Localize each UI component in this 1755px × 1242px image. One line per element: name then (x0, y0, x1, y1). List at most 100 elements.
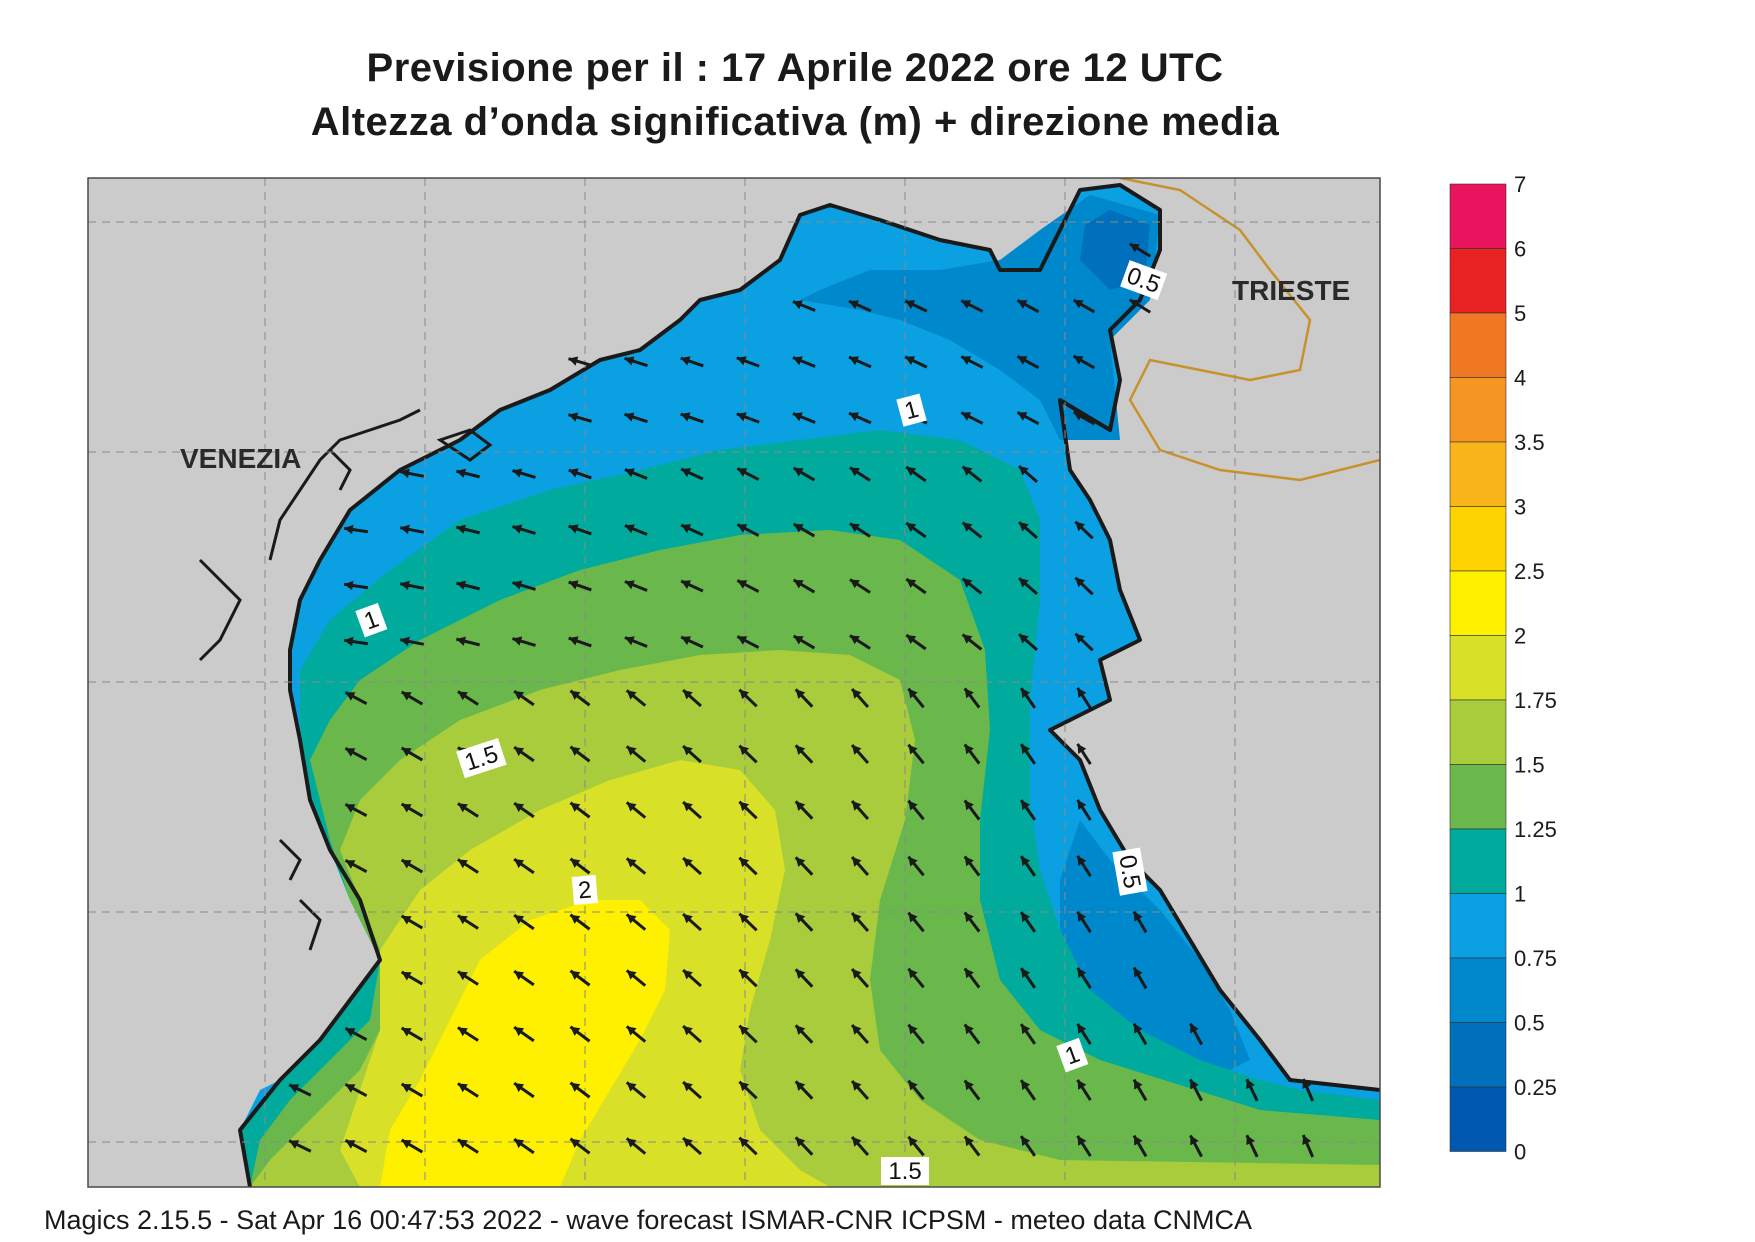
arrow-head (512, 524, 523, 534)
arrow-head (793, 579, 804, 589)
arrow-head (345, 1140, 356, 1149)
arrow-head (849, 300, 859, 310)
legend-tick-label: 5 (1514, 301, 1526, 326)
arrow-head (852, 969, 862, 979)
arrow-head (961, 412, 972, 421)
arrow-head (1021, 800, 1031, 811)
arrow-head (626, 858, 637, 868)
arrow-head (624, 412, 635, 422)
arrow-head (683, 1026, 693, 1036)
arrow-head (681, 636, 692, 645)
arrow-head (964, 1080, 974, 1091)
legend-tick-label: 1.25 (1514, 817, 1557, 842)
arrow-head (852, 1025, 862, 1035)
legend-tick-label: 4 (1514, 366, 1526, 391)
arrow-head (626, 1138, 637, 1148)
arrow-head (401, 915, 412, 925)
arrow-head (345, 804, 356, 813)
arrow-head (345, 692, 356, 701)
arrow-head (737, 636, 748, 645)
legend-swatch (1449, 312, 1507, 378)
arrow-head (401, 747, 412, 757)
coastline (238, 183, 1380, 1187)
legend-tick-label: 7 (1514, 172, 1526, 197)
arrow-head (1073, 356, 1084, 365)
arrow-head (624, 356, 635, 366)
arrow-head (624, 636, 635, 646)
arrow-head (1018, 466, 1029, 476)
arrow-head (1017, 300, 1028, 309)
arrow-head (568, 412, 579, 422)
contour-label-0.5-east: 0.5 (1113, 853, 1145, 891)
arrow-head (962, 466, 973, 476)
arrow-head (400, 636, 410, 647)
legend-swatch (1449, 248, 1507, 314)
legend-tick-label: 2 (1514, 624, 1526, 649)
arrow-head (570, 1026, 581, 1036)
arrow-head (568, 580, 579, 590)
arrow-head (680, 356, 691, 366)
arrow-head (1077, 1023, 1087, 1034)
arrow-head (795, 857, 806, 867)
arrow-head (1133, 1079, 1143, 1090)
arrow-head (1133, 911, 1143, 922)
arrow-head (1302, 1078, 1312, 1089)
arrow-head (793, 467, 804, 477)
arrow-head (1021, 1080, 1031, 1091)
legend-swatch (1449, 506, 1507, 572)
arrow-head (736, 356, 747, 366)
arrow-head (1021, 1136, 1031, 1147)
arrow-head (1190, 1023, 1199, 1034)
arrow-head (683, 914, 693, 924)
arrow-head (739, 969, 750, 980)
arrow-head (683, 1138, 693, 1148)
arrow-head (345, 1028, 356, 1037)
arrow-head (400, 524, 410, 535)
arrow-head (1302, 1134, 1312, 1145)
arrow-head (683, 746, 693, 756)
arrow-head (624, 524, 635, 534)
arrow-head (457, 1083, 468, 1093)
arrow-head (683, 858, 693, 868)
arrow-head (456, 524, 467, 534)
arrow-head (737, 580, 748, 589)
arrow-head (570, 914, 581, 924)
arrow-head (739, 1025, 750, 1036)
arrow-head (795, 745, 806, 755)
arrow-head (908, 1136, 918, 1147)
arrow-head (568, 356, 579, 366)
arrow-head (570, 858, 581, 868)
arrow-head (795, 1025, 806, 1035)
arrow-head (1018, 578, 1029, 588)
arrow-head (964, 688, 974, 699)
arrow-head (624, 580, 635, 590)
arrow-head (1073, 300, 1084, 309)
arrow-head (964, 968, 974, 979)
arrow-head (908, 800, 918, 811)
arrow-head (514, 859, 525, 869)
arrow-head (401, 691, 412, 701)
arrow-head (401, 859, 412, 869)
legend-tick-label: 6 (1514, 237, 1526, 262)
arrow-head (512, 468, 523, 478)
arrow-head (289, 1084, 300, 1093)
color-legend: 7 6 5 4 3.5 3 2.5 2 1.75 1.5 1.25 1 0.75 0.5 0.25 0 (1449, 172, 1557, 1165)
arrow-head (512, 580, 523, 590)
arrow-head (626, 914, 637, 924)
map-border (87, 177, 1381, 1188)
arrow-head (849, 356, 859, 366)
arrow-head (1017, 356, 1028, 365)
legend-swatch (1449, 635, 1507, 701)
legend-swatch (1449, 570, 1507, 636)
arrow-head (1073, 412, 1084, 421)
arrow-head (1021, 968, 1031, 979)
arrow-head (795, 689, 806, 699)
arrow-head (908, 856, 918, 867)
arrow-head (344, 524, 354, 535)
arrow-head (680, 412, 691, 422)
arrow-head (457, 1139, 468, 1149)
arrow-head (739, 857, 750, 868)
arrow-head (1077, 1135, 1087, 1146)
arrow-head (1077, 911, 1087, 922)
